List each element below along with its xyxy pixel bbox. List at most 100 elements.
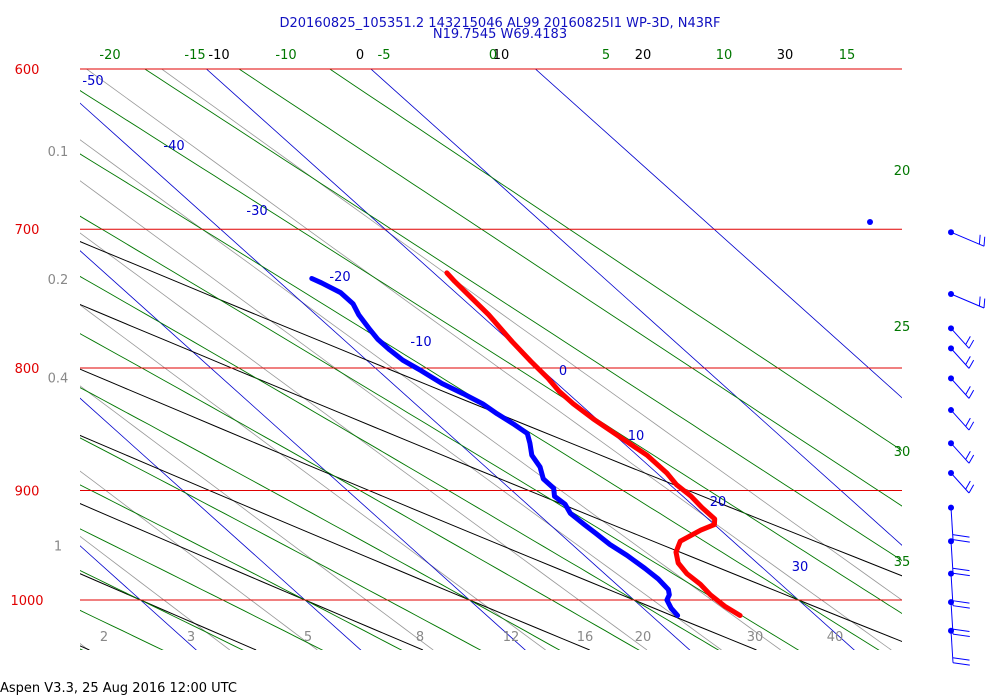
wind-barb-staff <box>950 409 970 431</box>
dewpoint-start-point <box>867 219 873 225</box>
wind-barb-feather <box>968 484 975 494</box>
wind-barb-staff <box>950 231 985 247</box>
mixing-ratio-label: 5 <box>304 630 312 645</box>
wind-barb-feather <box>968 421 975 431</box>
mixing-ratio-label: 16 <box>577 630 594 645</box>
wind-barb-feather <box>952 662 970 666</box>
mixing-ratio-label: 2 <box>100 630 108 645</box>
moist-adiabat-label: 0 <box>489 48 497 63</box>
dry-adiabat-line <box>80 645 90 650</box>
mixing-ratio-label: 0.4 <box>48 371 69 386</box>
wind-barb-feather <box>952 572 970 577</box>
mixing-ratio-line <box>80 385 434 650</box>
isotherm-line <box>205 69 855 650</box>
moist-adiabat-label: -10 <box>275 48 296 63</box>
mixing-ratio-line <box>80 470 318 650</box>
moist-adiabat-line <box>80 333 640 650</box>
wind-barb-feather <box>952 539 970 543</box>
mixing-ratio-line <box>80 180 722 650</box>
isotherm-line <box>80 545 197 650</box>
wind-barb-feather <box>952 534 970 538</box>
dry-adiabat-line <box>80 434 590 650</box>
wind-barb-feather <box>968 389 975 399</box>
wind-barb-staff <box>950 630 954 663</box>
wind-barb-feather <box>968 454 975 464</box>
mixing-ratio-line <box>80 535 231 650</box>
mixing-ratio-label: 30 <box>747 630 764 645</box>
moist-adiabat-label: 25 <box>894 320 911 335</box>
isotherm-label: 0 <box>559 364 567 379</box>
wind-barb-feather <box>965 386 971 395</box>
wind-barb-staff <box>950 348 970 369</box>
wind-barb-feather <box>968 359 975 369</box>
mixing-ratio-label: 40 <box>827 630 844 645</box>
wind-barb-feather <box>978 296 981 307</box>
moist-adiabat-label: 20 <box>894 164 911 179</box>
mixing-ratio-label: 20 <box>635 630 652 645</box>
wind-barb-staff <box>950 472 970 494</box>
wind-barb-staff <box>950 293 985 309</box>
mixing-ratio-line <box>80 232 648 650</box>
moist-adiabat-label: 10 <box>716 48 733 63</box>
wind-barb-feather <box>952 657 970 661</box>
wind-barb-feather <box>952 628 970 633</box>
mixing-ratio-label: 8 <box>416 630 424 645</box>
sounding-title: D20160825_105351.2 143215046 AL99 201608… <box>279 16 721 31</box>
dry-adiabat-label: 10 <box>493 48 510 63</box>
wind-barb-feather <box>965 356 971 365</box>
moist-adiabat-line <box>80 275 720 650</box>
moist-adiabat-line <box>80 528 324 650</box>
dry-adiabat-line <box>80 503 424 650</box>
wind-barb-staff <box>950 442 970 464</box>
mixing-ratio-label: 0.2 <box>48 273 69 288</box>
wind-barb-feather <box>983 236 986 247</box>
moist-adiabat-line <box>80 215 800 650</box>
dry-adiabat-line <box>80 368 757 650</box>
dry-adiabat-label: 30 <box>777 48 794 63</box>
wind-barb-staff <box>950 541 954 574</box>
isotherm-line <box>80 397 362 650</box>
moist-adiabat-label: -15 <box>184 48 205 63</box>
moist-adiabat-line <box>80 437 482 650</box>
moist-adiabat-label: 35 <box>894 555 911 570</box>
isotherm-label: 30 <box>792 560 809 575</box>
wind-barb-feather <box>983 298 986 309</box>
mixing-ratio-line <box>80 139 781 650</box>
wind-barb-feather <box>952 567 970 572</box>
wind-barb-staff <box>950 327 970 349</box>
isotherm-label: 20 <box>710 495 727 510</box>
moist-adiabat-line <box>80 387 561 650</box>
isotherm-label: 10 <box>628 429 645 444</box>
pressure-tick-label: 900 <box>15 484 40 499</box>
isotherm-label: -20 <box>329 270 350 285</box>
moist-adiabat-label: -5 <box>378 48 391 63</box>
wind-barb-staff <box>950 507 954 540</box>
pressure-tick-label: 700 <box>15 223 40 238</box>
mixing-ratio-label: 3 <box>187 630 195 645</box>
sounding-location: N19.7545 W69.4183 <box>432 27 568 42</box>
isotherm-label: -10 <box>410 335 431 350</box>
isotherm-label: -30 <box>246 204 267 219</box>
moist-adiabat-label: 15 <box>839 48 856 63</box>
wind-barb-feather <box>965 451 971 460</box>
wind-barb-feather <box>965 417 971 427</box>
mixing-ratio-line <box>80 643 89 650</box>
isotherm-label: -50 <box>82 74 103 89</box>
wind-barb-staff <box>950 378 970 399</box>
mixing-ratio-label: 1 <box>54 540 62 555</box>
dewpoint-profile-line <box>309 276 681 618</box>
isotherm-line <box>534 69 902 399</box>
wind-barb-feather <box>952 605 970 609</box>
wind-barb-feather <box>965 336 971 345</box>
wind-barb-feather <box>952 633 970 638</box>
wind-barb-feather <box>978 234 981 245</box>
isotherm-label: -40 <box>163 139 184 154</box>
moist-adiabat-label: 5 <box>602 48 610 63</box>
dry-adiabat-label: 20 <box>635 48 652 63</box>
pressure-tick-label: 600 <box>15 63 40 78</box>
mixing-ratio-line <box>86 69 892 650</box>
mixing-ratio-line <box>80 304 546 650</box>
